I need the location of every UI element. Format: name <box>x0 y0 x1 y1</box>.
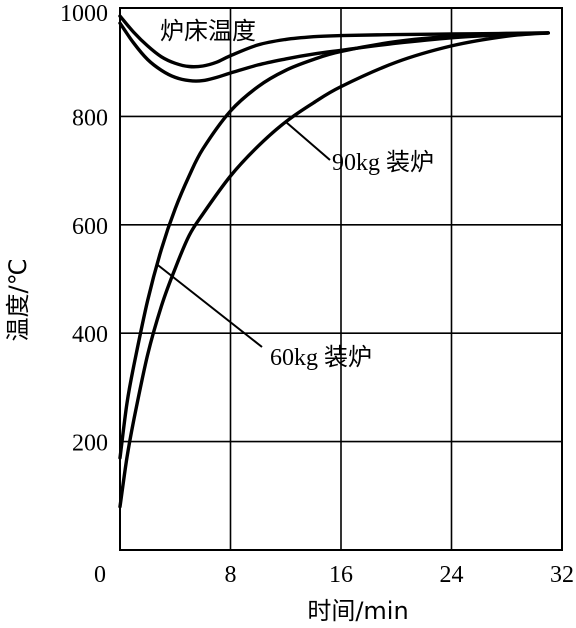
annotation-60kg-load: 60kg 装炉 <box>270 344 372 371</box>
x-tick-label-8: 8 <box>225 562 237 588</box>
curves <box>118 14 550 509</box>
x-tick-label-24: 24 <box>440 562 464 588</box>
annotation-furnace-temperature: 炉床温度 <box>160 17 256 45</box>
series-line-furnace_upper <box>118 14 550 69</box>
y-axis-title: 温度/℃ <box>4 258 32 341</box>
y-tick-label-600: 600 <box>72 214 108 240</box>
series-line-furnace_lower <box>118 21 550 83</box>
leader-line-90kg <box>285 121 331 161</box>
series-line-load90 <box>118 31 550 509</box>
tick-labels: 0 8 16 24 32 200 400 600 800 1000 <box>60 1 574 588</box>
series-line-load60 <box>118 31 550 460</box>
y-tick-label-400: 400 <box>72 322 108 348</box>
plot-frame <box>119 7 563 551</box>
x-axis-title: 时间/min <box>307 597 408 625</box>
y-tick-label-800: 800 <box>72 105 108 131</box>
y-tick-label-200: 200 <box>72 431 108 457</box>
x-tick-label-32: 32 <box>550 562 574 588</box>
x-tick-label-16: 16 <box>329 562 353 588</box>
leader-line-furnace <box>278 39 283 42</box>
y-tick-label-1000: 1000 <box>60 1 108 27</box>
grid <box>120 8 562 550</box>
x-tick-label-0: 0 <box>94 562 106 588</box>
annotation-90kg-load: 90kg 装炉 <box>332 149 434 176</box>
leader-line-60kg <box>156 263 263 348</box>
